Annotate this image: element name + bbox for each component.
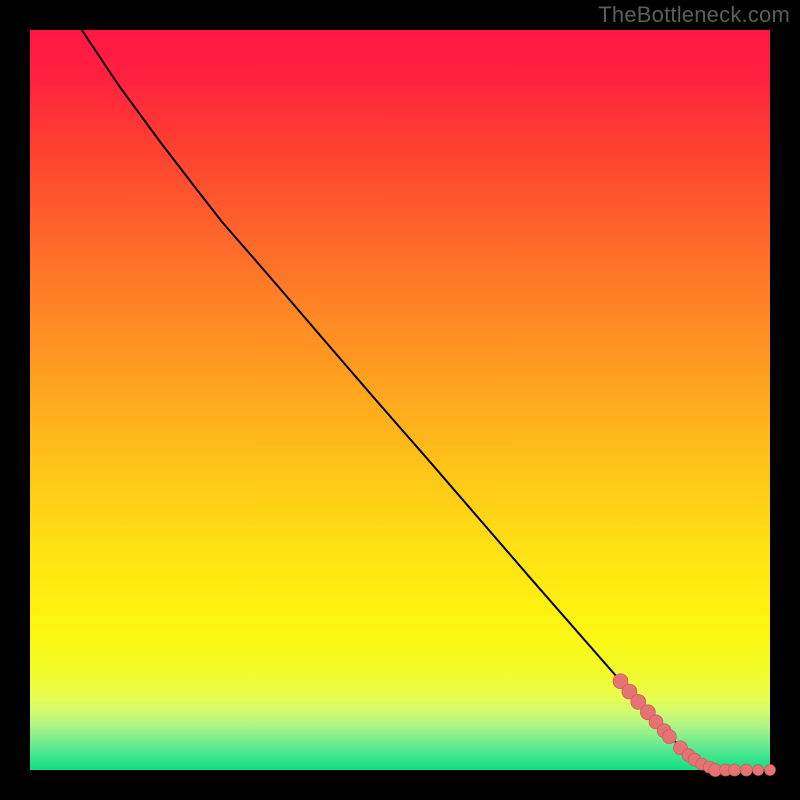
watermark-text: TheBottleneck.com: [598, 2, 790, 28]
chart-container: TheBottleneck.com: [0, 0, 800, 800]
data-marker: [753, 765, 764, 776]
gradient-background: [30, 30, 770, 770]
data-marker: [728, 764, 740, 776]
data-marker: [662, 730, 676, 744]
chart-svg: [0, 0, 800, 800]
data-marker: [740, 764, 752, 776]
data-marker: [765, 765, 776, 776]
